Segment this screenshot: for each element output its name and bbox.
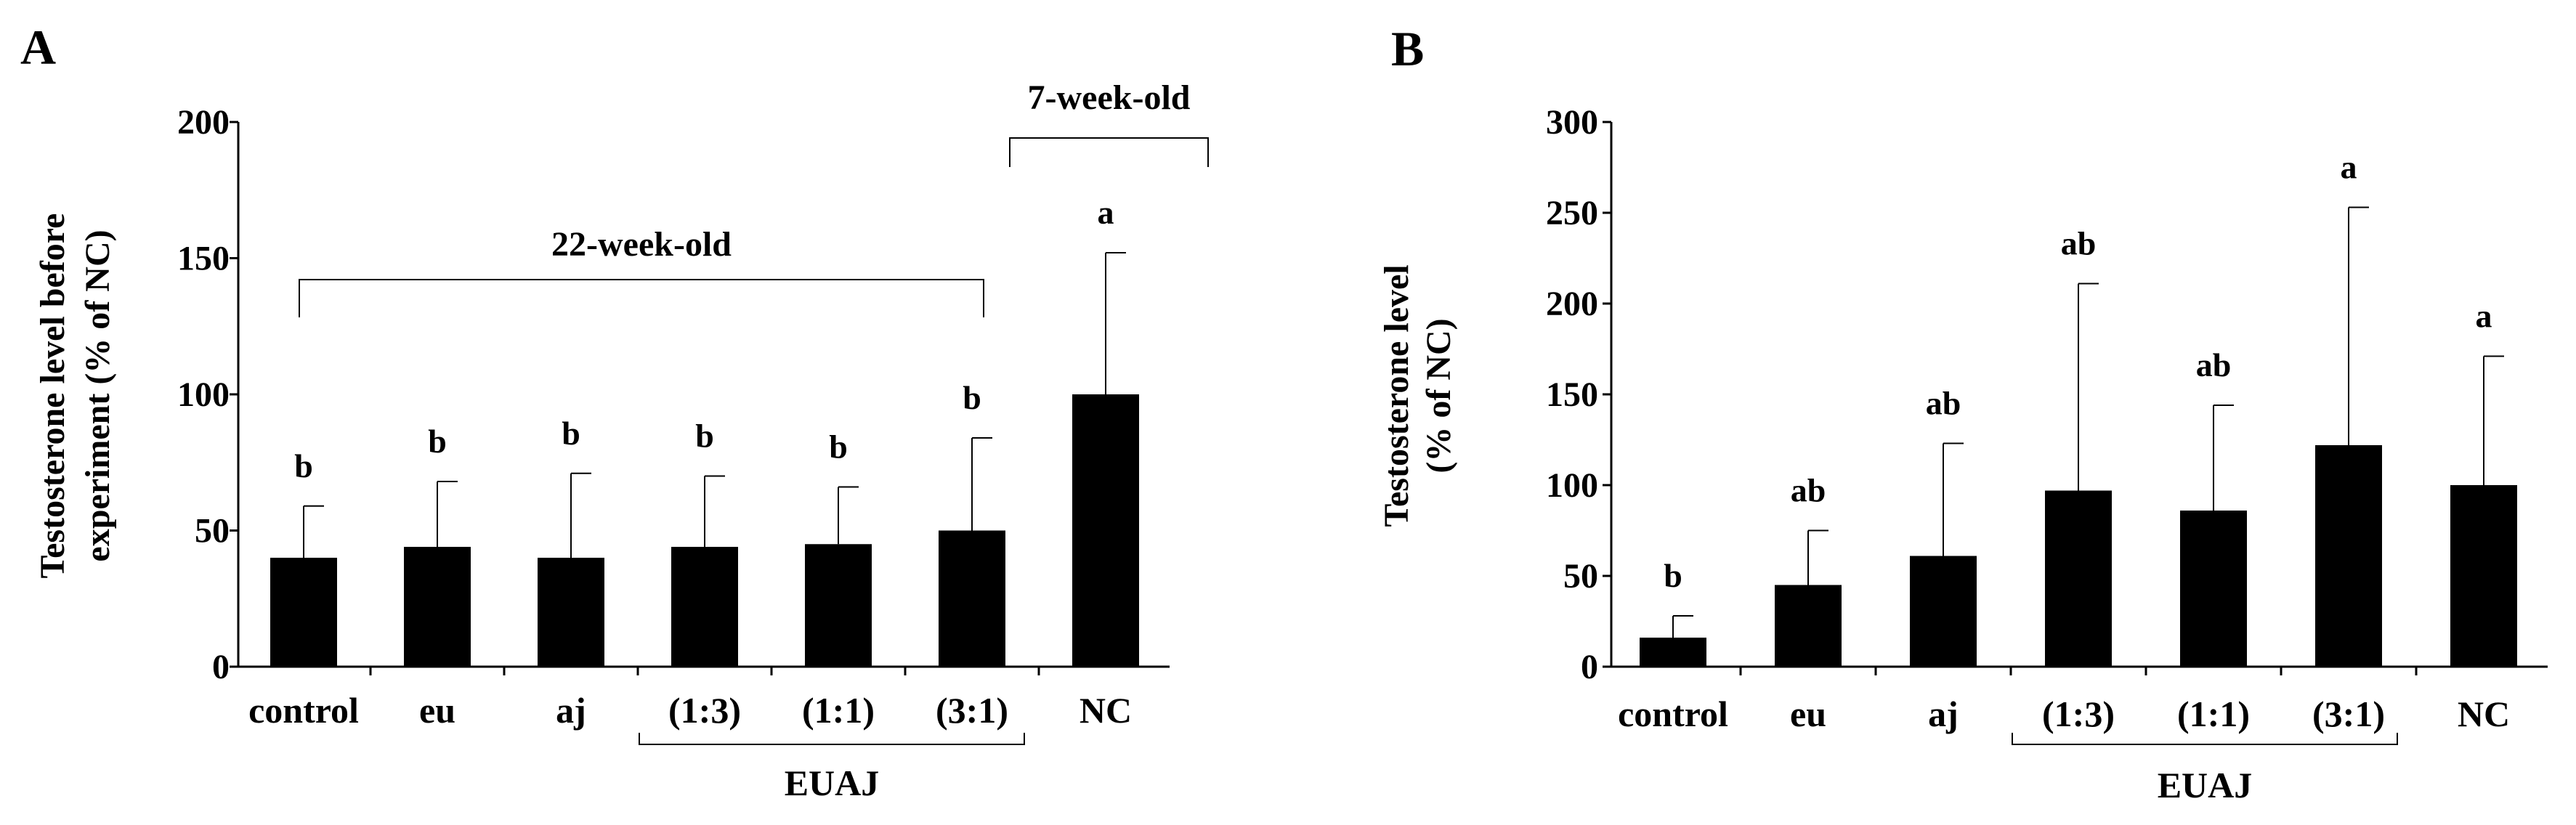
- significance-letter: a: [2341, 149, 2357, 186]
- category-label: (3:1): [2312, 694, 2385, 734]
- bar: [2450, 485, 2517, 667]
- bar: [939, 530, 1005, 667]
- category-label: aj: [556, 690, 586, 731]
- age-bracket-label: 7-week-old: [1028, 78, 1191, 117]
- significance-letter: b: [695, 418, 714, 455]
- significance-letter: ab: [1926, 385, 1961, 422]
- y-axis-label-line: experiment (% of NC): [78, 229, 117, 561]
- significance-letter: b: [829, 428, 848, 466]
- y-tick-label: 150: [177, 240, 230, 278]
- category-label: NC: [1080, 690, 1132, 731]
- category-label: eu: [419, 690, 455, 731]
- chart-panel-b: B 0 50 100 150 200 250 300 b control ab eu ab aj ab (1:…: [1377, 21, 2548, 805]
- bar: [1775, 585, 1842, 667]
- significance-letter: b: [1664, 557, 1682, 594]
- significance-letter: b: [562, 415, 580, 452]
- category-label: control: [1618, 694, 1728, 734]
- age-bracket-label: 22-week-old: [551, 225, 732, 264]
- bar: [2045, 490, 2112, 667]
- y-tick-label: 150: [1546, 375, 1598, 414]
- category-label: (1:3): [668, 690, 741, 731]
- category-label: control: [248, 690, 359, 731]
- y-tick-label: 0: [212, 648, 230, 686]
- bar: [538, 558, 604, 667]
- bar: [2315, 445, 2382, 667]
- y-axis-label-line: (% of NC): [1419, 318, 1458, 473]
- group-bracket: [2012, 733, 2398, 745]
- panel-label: A: [20, 20, 56, 75]
- y-tick-label: 100: [177, 375, 230, 414]
- group-label: EUAJ: [2158, 765, 2253, 805]
- category-label: eu: [1790, 694, 1826, 734]
- significance-letter: ab: [1791, 472, 1826, 509]
- bar: [805, 544, 872, 667]
- significance-letter: ab: [2061, 225, 2097, 262]
- bar: [2180, 511, 2247, 667]
- significance-letter: ab: [2196, 346, 2232, 383]
- y-axis-label: Testosterone level (% of NC): [1377, 264, 1458, 527]
- significance-letter: a: [1098, 194, 1114, 231]
- age-bracket: [1009, 137, 1209, 167]
- bar: [404, 547, 471, 667]
- category-label: (1:3): [2042, 694, 2115, 734]
- significance-letter: a: [2476, 298, 2492, 335]
- y-tick-label: 300: [1546, 103, 1598, 142]
- bar: [1910, 556, 1977, 667]
- significance-letter: b: [428, 423, 447, 460]
- age-bracket: [299, 279, 984, 317]
- category-label: (3:1): [936, 690, 1008, 731]
- y-tick-label: 100: [1546, 466, 1598, 505]
- panel-label: B: [1391, 21, 1424, 76]
- y-tick-label: 50: [195, 512, 230, 550]
- bar: [1072, 394, 1139, 667]
- group-bracket: [639, 733, 1025, 745]
- bar: [671, 547, 738, 667]
- group-label: EUAJ: [785, 763, 880, 803]
- y-tick-label: 250: [1546, 194, 1598, 232]
- y-axis-label-line: Testosterone level before: [33, 214, 72, 579]
- bar: [1640, 638, 1706, 667]
- chart-panel-a: A 0 50 100 150 200 b control b eu b aj b (1:3) b (1:1) b…: [20, 20, 1209, 803]
- y-tick-label: 50: [1563, 557, 1598, 596]
- category-label: aj: [1928, 694, 1959, 734]
- category-label: (1:1): [2177, 694, 2250, 734]
- significance-letter: b: [963, 379, 981, 416]
- bar: [270, 558, 337, 667]
- category-label: NC: [2458, 694, 2510, 734]
- y-axis-label-line: Testosterone level: [1377, 264, 1416, 527]
- category-label: (1:1): [802, 690, 875, 731]
- y-tick-label: 200: [177, 103, 230, 142]
- y-axis-label: Testosterone level before experiment (% o…: [33, 214, 117, 579]
- y-tick-label: 200: [1546, 285, 1598, 323]
- significance-letter: b: [294, 447, 313, 484]
- y-tick-label: 0: [1581, 648, 1598, 686]
